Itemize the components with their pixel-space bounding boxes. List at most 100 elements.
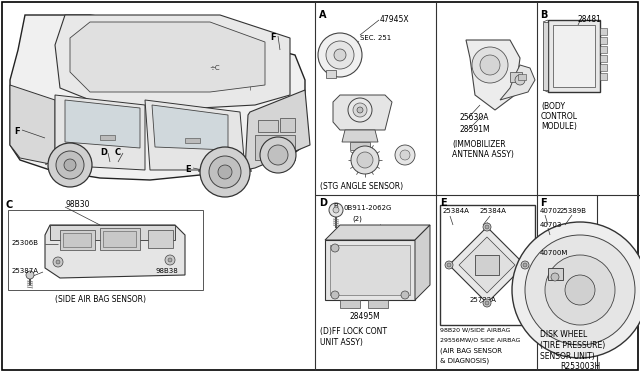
Text: 40700M: 40700M — [540, 250, 568, 256]
Polygon shape — [10, 85, 55, 165]
Bar — [600, 55, 607, 62]
Text: C: C — [115, 148, 121, 157]
Text: DISK WHEEL: DISK WHEEL — [540, 330, 588, 339]
Bar — [548, 268, 563, 280]
Circle shape — [521, 261, 529, 269]
Circle shape — [56, 260, 60, 264]
Bar — [255, 135, 295, 160]
Circle shape — [53, 257, 63, 267]
Bar — [258, 120, 278, 132]
Polygon shape — [10, 15, 305, 180]
Circle shape — [200, 147, 250, 197]
Text: (D)FF LOCK CONT: (D)FF LOCK CONT — [320, 327, 387, 336]
Circle shape — [268, 145, 288, 165]
Text: ANTENNA ASSY): ANTENNA ASSY) — [452, 150, 514, 159]
Bar — [148, 230, 173, 248]
Polygon shape — [466, 40, 520, 110]
Bar — [543, 22, 548, 90]
Circle shape — [400, 150, 410, 160]
Circle shape — [357, 107, 363, 113]
Bar — [475, 255, 499, 275]
Polygon shape — [500, 65, 535, 100]
Text: 25384A: 25384A — [480, 208, 507, 214]
Text: (IMMOBILIZER: (IMMOBILIZER — [452, 140, 506, 149]
Polygon shape — [325, 240, 415, 300]
Text: 98B38: 98B38 — [155, 268, 178, 274]
Polygon shape — [245, 90, 310, 170]
Text: (AIR BAG SENSOR: (AIR BAG SENSOR — [440, 347, 502, 353]
Bar — [63, 233, 91, 247]
Text: SENSOR UNIT): SENSOR UNIT) — [540, 352, 595, 361]
Bar — [600, 46, 607, 53]
Text: 98B30: 98B30 — [65, 200, 90, 209]
Polygon shape — [45, 225, 185, 278]
Bar — [330, 245, 410, 295]
Bar — [185, 138, 200, 143]
Text: 25732A: 25732A — [470, 297, 497, 303]
Text: A: A — [319, 10, 326, 20]
Text: (TIRE PRESSURE): (TIRE PRESSURE) — [540, 341, 605, 350]
Text: 47945X: 47945X — [380, 15, 410, 24]
Text: D: D — [319, 198, 327, 208]
Polygon shape — [65, 100, 140, 148]
Polygon shape — [449, 227, 525, 303]
Text: F: F — [14, 127, 20, 136]
Text: 25384A: 25384A — [443, 208, 470, 214]
Text: C: C — [5, 200, 12, 210]
Circle shape — [525, 235, 635, 345]
Circle shape — [353, 103, 367, 117]
Text: 28481: 28481 — [577, 15, 601, 24]
Bar — [60, 230, 95, 250]
Circle shape — [26, 271, 34, 279]
Bar — [548, 20, 600, 92]
Bar — [518, 74, 526, 80]
Circle shape — [260, 137, 296, 173]
Polygon shape — [325, 225, 430, 240]
Polygon shape — [415, 225, 430, 300]
Circle shape — [447, 263, 451, 267]
Bar — [600, 64, 607, 71]
Text: 0B911-2062G: 0B911-2062G — [344, 205, 392, 211]
Polygon shape — [152, 105, 228, 150]
Circle shape — [168, 258, 172, 262]
Circle shape — [485, 301, 489, 305]
Text: 28495M: 28495M — [350, 312, 381, 321]
Circle shape — [326, 41, 354, 69]
Text: 28591M: 28591M — [460, 125, 491, 134]
Text: CONTROL: CONTROL — [541, 112, 578, 121]
Text: F: F — [270, 33, 276, 42]
Text: 25630A: 25630A — [460, 113, 490, 122]
Text: (SIDE AIR BAG SENSOR): (SIDE AIR BAG SENSOR) — [55, 295, 146, 304]
Circle shape — [218, 165, 232, 179]
Bar — [440, 205, 535, 325]
Bar — [340, 300, 360, 308]
Polygon shape — [50, 225, 175, 240]
Bar — [553, 25, 595, 87]
Bar — [600, 28, 607, 35]
Polygon shape — [145, 100, 245, 170]
Text: B: B — [333, 203, 338, 209]
Text: E: E — [440, 198, 447, 208]
Text: MODULE): MODULE) — [541, 122, 577, 131]
Circle shape — [165, 255, 175, 265]
Bar — [103, 231, 136, 247]
Text: & DIAGNOSIS): & DIAGNOSIS) — [440, 357, 489, 363]
Bar — [326, 70, 336, 78]
Polygon shape — [70, 22, 265, 92]
Polygon shape — [333, 95, 392, 130]
Circle shape — [333, 207, 339, 213]
Polygon shape — [459, 237, 515, 293]
Circle shape — [334, 49, 346, 61]
Text: 25387A: 25387A — [12, 268, 39, 274]
Circle shape — [565, 275, 595, 305]
Circle shape — [64, 159, 76, 171]
Circle shape — [485, 225, 489, 229]
Text: (STG ANGLE SENSOR): (STG ANGLE SENSOR) — [320, 182, 403, 191]
Text: 25306B: 25306B — [12, 240, 39, 246]
Bar — [280, 118, 295, 132]
Text: E: E — [185, 165, 191, 174]
Text: B: B — [540, 10, 547, 20]
Circle shape — [357, 152, 373, 168]
Text: UNIT ASSY): UNIT ASSY) — [320, 338, 363, 347]
Circle shape — [351, 146, 379, 174]
